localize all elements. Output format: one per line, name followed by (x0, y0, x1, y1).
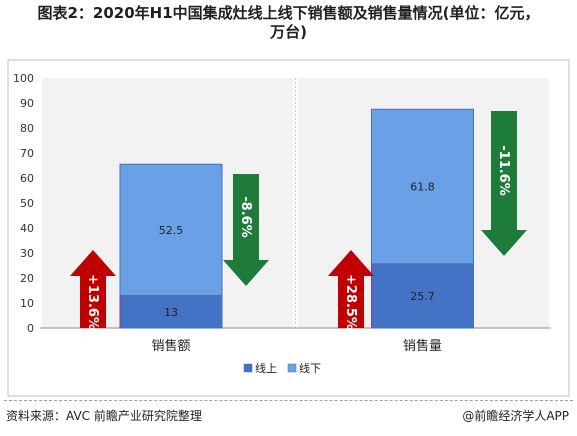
y-tick-label: 10 (20, 297, 34, 310)
source-note: 资料来源：AVC 前瞻产业研究院整理 (6, 409, 202, 423)
legend-swatch (243, 363, 253, 373)
arrow-label: +28.5% (343, 274, 358, 330)
data-label: 52.5 (159, 224, 184, 237)
chart-title-line2: 万台) (270, 23, 307, 41)
y-tick-label: 0 (27, 322, 34, 335)
y-tick-label: 80 (20, 122, 34, 135)
up-arrow (70, 250, 116, 328)
y-tick-label: 70 (20, 147, 34, 160)
footer-divider (4, 400, 573, 401)
y-tick-label: 40 (20, 222, 34, 235)
y-tick-label: 50 (20, 197, 34, 210)
brand-credit: @前瞻经济学人APP (462, 409, 569, 423)
legend-label: 线上 (255, 361, 277, 375)
y-tick-label: 90 (20, 97, 34, 110)
arrow-label: +13.6% (85, 274, 100, 330)
y-tick-label: 20 (20, 272, 34, 285)
x-tick-label: 销售量 (403, 338, 442, 354)
data-label: 25.7 (410, 290, 435, 303)
legend-swatch (287, 363, 297, 373)
data-label: 13 (164, 306, 178, 319)
legend-label: 线下 (299, 361, 321, 375)
y-tick-label: 30 (20, 247, 34, 260)
chart-title-line1: 图表2：2020年H1中国集成灶线上线下销售额及销售量情况(单位：亿元， (37, 4, 540, 22)
bar-offline (119, 163, 223, 296)
data-label: 61.8 (410, 181, 435, 194)
down-arrow (223, 174, 269, 286)
up-arrow (328, 250, 374, 328)
bar-online (371, 263, 474, 329)
arrow-label: -8.6% (238, 196, 253, 237)
arrow-label: -11.6% (496, 145, 511, 196)
y-tick-label: 60 (20, 172, 34, 185)
chart-title: 图表2：2020年H1中国集成灶线上线下销售额及销售量情况(单位：亿元， 万台) (0, 4, 577, 42)
x-tick-label: 销售额 (151, 338, 190, 354)
bar-offline (371, 108, 474, 265)
y-tick-label: 100 (13, 72, 34, 85)
down-arrow (481, 111, 527, 256)
bar-online (119, 295, 223, 329)
